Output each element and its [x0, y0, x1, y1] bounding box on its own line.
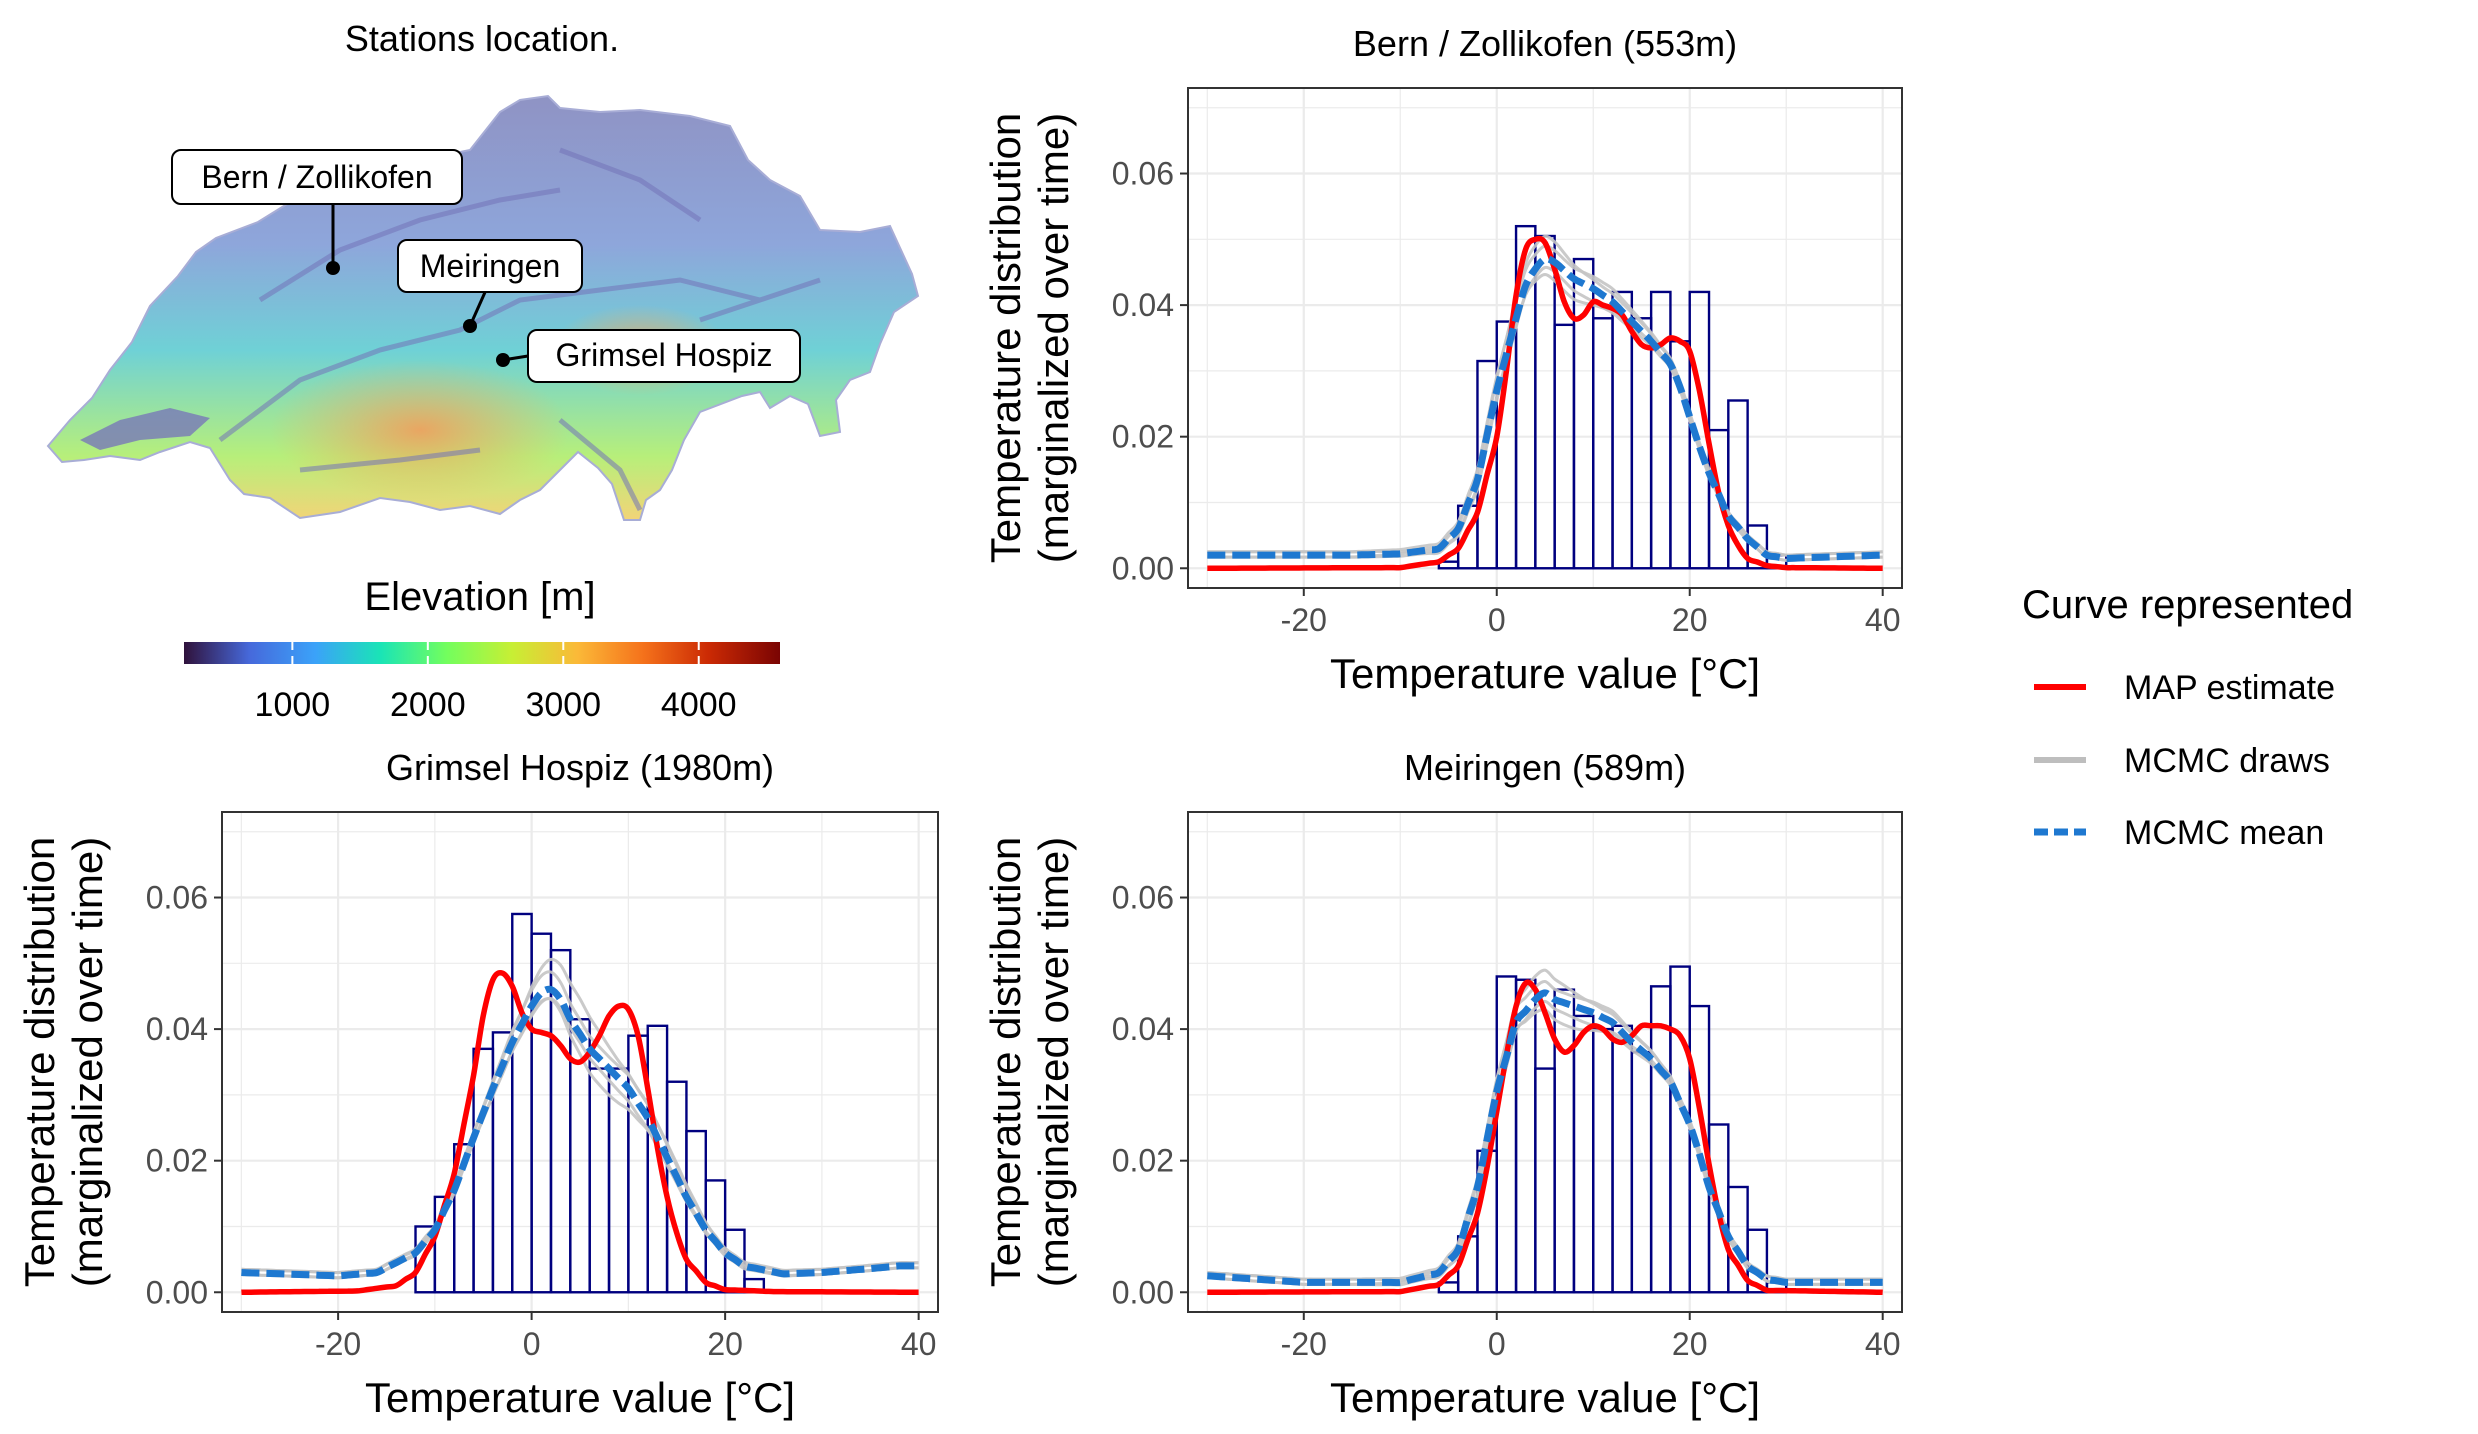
- chart-panel-grimsel: -20 0 20 40 0.00 0.02 0.04 0.06 Grimsel Hospiz (…: [16, 747, 939, 1421]
- x-tick-label: 40: [901, 1326, 937, 1362]
- station-marker-bern: Bern / Zollikofen: [171, 149, 463, 275]
- y-tick-label: 0.02: [146, 1143, 208, 1179]
- station-marker-grimsel: Grimsel Hospiz: [496, 329, 801, 383]
- y-axis-label: Temperature distribution: [982, 837, 1029, 1288]
- y-tick-label: 0.00: [1112, 1274, 1174, 1310]
- station-label-box: [171, 149, 463, 205]
- y-tick-label: 0.06: [1112, 156, 1174, 192]
- mcmc-mean-line: [241, 985, 919, 1280]
- legend-item-draws: MCMC draws: [2034, 742, 2330, 780]
- alps-high-region: [270, 360, 570, 500]
- panel-border: [221, 811, 939, 1313]
- x-tick-label: 0: [1488, 602, 1506, 638]
- colorbar-title: Elevation [m]: [364, 575, 595, 619]
- x-tick-label: -20: [1281, 602, 1327, 638]
- colorbar-tick-label: 4000: [661, 686, 737, 724]
- panel-border: [1187, 811, 1903, 1313]
- y-tick-label: 0.04: [146, 1011, 208, 1047]
- map-panel: Stations location. Bern / Zollikofen Mei…: [46, 18, 920, 724]
- y-tick-label: 0.00: [146, 1274, 208, 1310]
- x-tick-label: 20: [707, 1326, 743, 1362]
- legend-label: MCMC mean: [2124, 814, 2324, 852]
- chart-panel-bern: -20 0 20 40 0.00 0.02 0.04 0.06 Bern / Zollikofe…: [982, 23, 1903, 697]
- lake-geneva: [80, 408, 210, 450]
- colorbar-tick-label: 3000: [525, 686, 601, 724]
- station-label-box: [527, 329, 801, 383]
- y-tick-label: 0.04: [1112, 287, 1174, 323]
- chart-title: Grimsel Hospiz (1980m): [386, 747, 774, 788]
- panel-border: [1187, 87, 1903, 589]
- colorbar-gradient: [184, 642, 780, 664]
- colorbar-ticks: 1000 2000 3000 4000: [255, 642, 737, 724]
- legend-item-mean: MCMC mean: [2034, 814, 2324, 852]
- x-tick-label: 40: [1865, 1326, 1901, 1362]
- plot-background: [1188, 88, 1902, 588]
- map-estimate-line: [241, 970, 919, 1296]
- elevation-colorbar: Elevation [m] 1000 2000 3000 4000: [184, 575, 780, 724]
- river-valleys: [218, 147, 821, 512]
- colorbar-tick-label: 1000: [255, 686, 331, 724]
- y-tick-label: 0.02: [1112, 419, 1174, 455]
- chart-title: Meiringen (589m): [1404, 747, 1686, 788]
- legend-label: MAP estimate: [2124, 669, 2335, 707]
- histogram-bar: [1746, 524, 1769, 570]
- x-tick-label: 0: [1488, 1326, 1506, 1362]
- station-label: Grimsel Hospiz: [556, 337, 773, 373]
- x-tick-label: 40: [1865, 602, 1901, 638]
- station-label: Meiringen: [420, 248, 561, 284]
- x-tick-label: 0: [523, 1326, 541, 1362]
- plot-background: [1188, 812, 1902, 1312]
- y-tick-label: 0.06: [1112, 880, 1174, 916]
- mcmc-mean-line: [1207, 989, 1883, 1287]
- station-marker-meiringen: Meiringen: [397, 239, 583, 333]
- y-axis-label: Temperature distribution: [982, 113, 1029, 564]
- chart-title: Bern / Zollikofen (553m): [1353, 23, 1737, 64]
- y-tick-label: 0.00: [1112, 550, 1174, 586]
- legend-item-map: MAP estimate: [2034, 669, 2335, 707]
- x-tick-label: 20: [1672, 602, 1708, 638]
- x-tick-label: -20: [1281, 1326, 1327, 1362]
- histogram-bar: [1727, 399, 1749, 570]
- y-tick-label: 0.06: [146, 880, 208, 916]
- x-tick-label: 20: [1672, 1326, 1708, 1362]
- legend: Curve represented MAP estimate MCMC draw…: [2022, 583, 2353, 852]
- x-axis-label: Temperature value [°C]: [1330, 650, 1760, 697]
- map-title: Stations location.: [345, 18, 619, 59]
- x-axis-label: Temperature value [°C]: [365, 1374, 795, 1421]
- x-axis-label: Temperature value [°C]: [1330, 1374, 1760, 1421]
- map-estimate-line: [1207, 235, 1883, 572]
- legend-label: MCMC draws: [2124, 742, 2330, 780]
- station-label: Bern / Zollikofen: [201, 159, 432, 195]
- x-tick-label: -20: [315, 1326, 361, 1362]
- map-estimate-line: [1207, 979, 1883, 1296]
- y-axis-label: (marginalized over time): [1030, 113, 1077, 563]
- y-axis-label: Temperature distribution: [16, 837, 63, 1288]
- colorbar-tick-label: 2000: [390, 686, 466, 724]
- station-label-box: [397, 239, 583, 293]
- y-axis-label: (marginalized over time): [64, 837, 111, 1287]
- chart-panel-meiringen: -20 0 20 40 0.00 0.02 0.04 0.06 Meiringen (589m)…: [982, 747, 1903, 1421]
- mcmc-mean-line: [1207, 255, 1883, 562]
- y-axis-label: (marginalized over time): [1030, 837, 1077, 1287]
- y-tick-label: 0.02: [1112, 1143, 1174, 1179]
- legend-title: Curve represented: [2022, 583, 2353, 627]
- y-tick-label: 0.04: [1112, 1011, 1174, 1047]
